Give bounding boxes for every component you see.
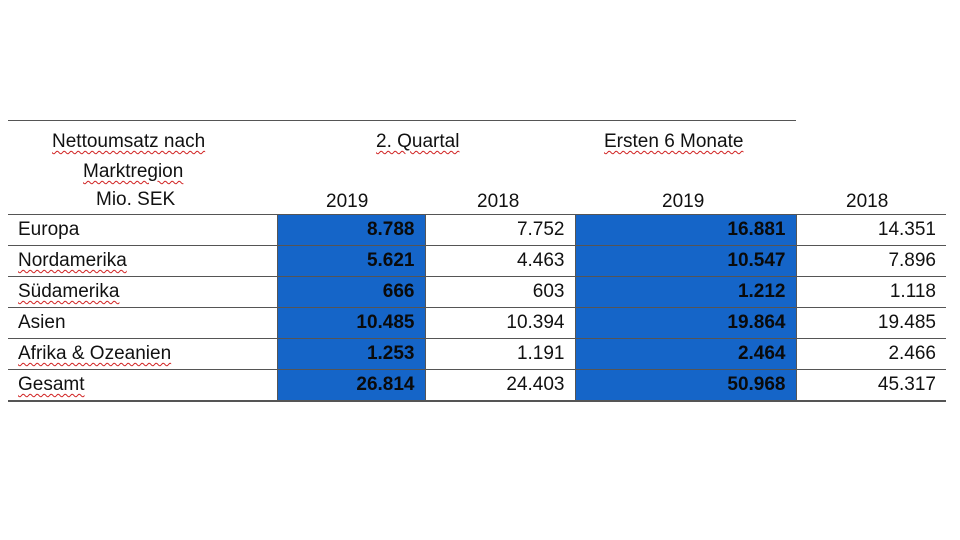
q2-2018-cell: 1.191	[425, 338, 575, 370]
q2-2019-cell-text: 1.253	[366, 343, 415, 364]
table-row: Afrika & Ozeanien 1.253 1.191 2.464 2.466	[8, 338, 946, 370]
q2-2019-cell-text: 10.485	[356, 312, 415, 333]
h1-2018-cell: 19.485	[796, 307, 946, 339]
h1-2019-cell: 50.968	[574, 369, 797, 402]
q2-2018-cell: 4.463	[425, 245, 575, 277]
header-year-q2-2018: 2018	[477, 191, 520, 212]
table-row: Gesamt 26.814 24.403 50.968 45.317	[8, 369, 946, 402]
h1-2019-cell: 1.212	[574, 276, 797, 308]
q2-2019-cell-text: 666	[382, 281, 415, 302]
h1-2018-cell-text: 14.351	[877, 219, 936, 240]
table-row: Asien 10.485 10.394 19.864 19.485	[8, 307, 946, 339]
h1-2019-cell: 19.864	[574, 307, 797, 339]
q2-2019-cell: 8.788	[276, 214, 426, 246]
h1-2019-cell-text: 10.547	[727, 250, 786, 271]
region-cell: Nordamerika	[8, 245, 277, 277]
header-label-line2: Marktregion	[83, 161, 184, 182]
q2-2018-cell-text: 4.463	[516, 250, 565, 271]
region-cell-text: Nordamerika	[18, 250, 127, 271]
table-row: Europa 8.788 7.752 16.881 14.351	[8, 214, 946, 246]
region-cell-text: Asien	[18, 312, 66, 333]
q2-2018-cell: 24.403	[425, 369, 575, 402]
q2-2018-cell: 603	[425, 276, 575, 308]
h1-2018-cell: 14.351	[796, 214, 946, 246]
header-year-h1-2019: 2019	[662, 191, 705, 212]
q2-2019-cell: 10.485	[276, 307, 426, 339]
h1-2018-cell: 1.118	[796, 276, 946, 308]
q2-2019-cell: 26.814	[276, 369, 426, 402]
header-group-h1: Ersten 6 Monate	[604, 131, 744, 152]
header-group-q2: 2. Quartal	[376, 131, 460, 152]
region-cell: Asien	[8, 307, 277, 339]
h1-2018-cell: 7.896	[796, 245, 946, 277]
h1-2019-cell-text: 19.864	[727, 312, 786, 333]
h1-2019-cell: 16.881	[574, 214, 797, 246]
region-cell-text: Afrika & Ozeanien	[18, 343, 172, 364]
q2-2019-cell: 1.253	[276, 338, 426, 370]
h1-2019-cell-text: 2.464	[737, 343, 786, 364]
h1-2018-cell: 2.466	[796, 338, 946, 370]
h1-2018-cell: 45.317	[796, 369, 946, 402]
header-year-h1-2018: 2018	[846, 191, 889, 212]
h1-2018-cell-text: 19.485	[877, 312, 936, 333]
header-label-line1: Nettoumsatz nach	[52, 131, 206, 152]
h1-2019-cell-text: 50.968	[727, 373, 786, 395]
q2-2018-cell-text: 7.752	[516, 219, 565, 240]
h1-2019-cell-text: 16.881	[727, 219, 786, 240]
top-rule	[8, 120, 796, 121]
table-row: Nordamerika 5.621 4.463 10.547 7.896	[8, 245, 946, 277]
h1-2018-cell-text: 2.466	[888, 343, 936, 364]
q2-2018-cell-text: 1.191	[516, 343, 565, 364]
h1-2018-cell-text: 45.317	[877, 373, 936, 395]
region-cell: Europa	[8, 214, 277, 246]
q2-2019-cell: 5.621	[276, 245, 426, 277]
h1-2018-cell-text: 1.118	[889, 281, 936, 302]
q2-2019-cell-text: 26.814	[356, 373, 415, 395]
region-cell: Südamerika	[8, 276, 277, 308]
q2-2019-cell-text: 8.788	[366, 219, 415, 240]
table-row: Südamerika 666 603 1.212 1.118	[8, 276, 946, 308]
data-table: Europa 8.788 7.752 16.881 14.351 Nordamerika 5…	[8, 214, 946, 402]
q2-2018-cell: 7.752	[425, 214, 575, 246]
q2-2019-cell-text: 5.621	[366, 250, 415, 271]
region-cell-text: Europa	[18, 219, 80, 240]
header-label-line3: Mio. SEK	[96, 189, 176, 210]
region-cell: Afrika & Ozeanien	[8, 338, 277, 370]
region-cell-text: Südamerika	[18, 281, 120, 302]
h1-2019-cell-text: 1.212	[737, 281, 786, 302]
region-cell-text: Gesamt	[18, 373, 85, 395]
q2-2018-cell-text: 10.394	[506, 312, 565, 333]
h1-2019-cell: 2.464	[574, 338, 797, 370]
q2-2018-cell-text: 603	[532, 281, 565, 302]
h1-2018-cell-text: 7.896	[888, 250, 936, 271]
region-cell: Gesamt	[8, 369, 277, 402]
q2-2018-cell: 10.394	[425, 307, 575, 339]
q2-2018-cell-text: 24.403	[506, 373, 565, 395]
header-year-q2-2019: 2019	[326, 191, 369, 212]
q2-2019-cell: 666	[276, 276, 426, 308]
h1-2019-cell: 10.547	[574, 245, 797, 277]
